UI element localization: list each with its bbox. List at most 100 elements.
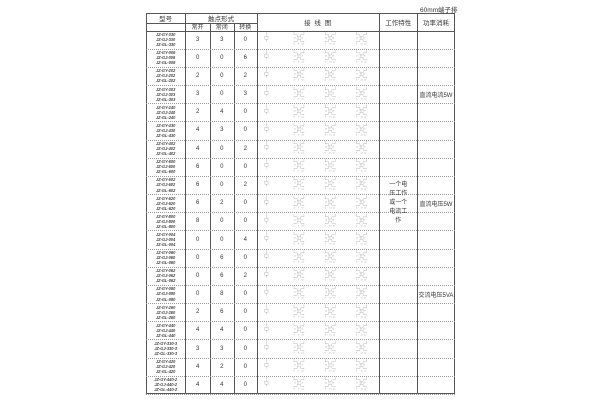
svg-text:10: 10 bbox=[301, 98, 304, 100]
svg-text:12: 12 bbox=[364, 80, 367, 82]
svg-text:16: 16 bbox=[332, 237, 335, 239]
svg-text:19: 19 bbox=[363, 383, 366, 385]
svg-text:11: 11 bbox=[333, 189, 336, 191]
svg-text:12: 12 bbox=[364, 207, 367, 209]
svg-text:5: 5 bbox=[325, 280, 327, 282]
svg-text:10: 10 bbox=[301, 262, 304, 264]
svg-text:9: 9 bbox=[298, 80, 300, 82]
svg-text:6: 6 bbox=[356, 116, 358, 118]
svg-text:4: 4 bbox=[293, 135, 295, 137]
svg-text:16: 16 bbox=[332, 92, 335, 94]
svg-text:11: 11 bbox=[333, 135, 336, 137]
svg-text:10: 10 bbox=[301, 389, 304, 391]
svg-text:13: 13 bbox=[300, 165, 303, 167]
svg-text:4: 4 bbox=[293, 62, 295, 64]
svg-text:19: 19 bbox=[363, 56, 366, 58]
svg-text:11: 11 bbox=[333, 353, 336, 355]
svg-text:6: 6 bbox=[356, 298, 358, 300]
svg-text:19: 19 bbox=[363, 292, 366, 294]
svg-text:10: 10 bbox=[301, 316, 304, 318]
svg-text:16: 16 bbox=[332, 365, 335, 367]
svg-text:12: 12 bbox=[364, 62, 367, 64]
svg-text:6: 6 bbox=[356, 353, 358, 355]
svg-text:9: 9 bbox=[298, 135, 300, 137]
svg-text:13: 13 bbox=[300, 219, 303, 221]
svg-text:16: 16 bbox=[332, 328, 335, 330]
svg-text:6: 6 bbox=[356, 371, 358, 373]
svg-text:5: 5 bbox=[325, 207, 327, 209]
svg-text:19: 19 bbox=[363, 219, 366, 221]
svg-text:13: 13 bbox=[300, 56, 303, 58]
svg-text:13: 13 bbox=[300, 255, 303, 257]
svg-text:12: 12 bbox=[364, 244, 367, 246]
svg-text:19: 19 bbox=[363, 74, 366, 76]
svg-text:11: 11 bbox=[333, 225, 336, 227]
svg-text:13: 13 bbox=[300, 183, 303, 185]
svg-text:16: 16 bbox=[332, 128, 335, 130]
svg-text:9: 9 bbox=[298, 389, 300, 391]
svg-text:5: 5 bbox=[325, 371, 327, 373]
svg-text:6: 6 bbox=[356, 389, 358, 391]
svg-text:12: 12 bbox=[364, 371, 367, 373]
svg-text:9: 9 bbox=[298, 62, 300, 64]
svg-text:9: 9 bbox=[298, 98, 300, 100]
svg-text:9: 9 bbox=[298, 171, 300, 173]
svg-text:9: 9 bbox=[298, 116, 300, 118]
svg-text:4: 4 bbox=[293, 316, 295, 318]
svg-text:5: 5 bbox=[325, 225, 327, 227]
svg-text:6: 6 bbox=[356, 316, 358, 318]
svg-text:12: 12 bbox=[364, 225, 367, 227]
svg-text:4: 4 bbox=[293, 44, 295, 46]
svg-text:10: 10 bbox=[301, 371, 304, 373]
svg-text:19: 19 bbox=[363, 128, 366, 130]
svg-text:10: 10 bbox=[301, 116, 304, 118]
svg-text:19: 19 bbox=[363, 183, 366, 185]
svg-text:13: 13 bbox=[300, 201, 303, 203]
svg-text:13: 13 bbox=[300, 74, 303, 76]
svg-text:4: 4 bbox=[293, 280, 295, 282]
svg-text:9: 9 bbox=[298, 189, 300, 191]
svg-text:12: 12 bbox=[364, 98, 367, 100]
svg-text:13: 13 bbox=[300, 110, 303, 112]
svg-text:13: 13 bbox=[300, 292, 303, 294]
svg-text:4: 4 bbox=[293, 207, 295, 209]
svg-text:16: 16 bbox=[332, 383, 335, 385]
svg-text:19: 19 bbox=[363, 146, 366, 148]
svg-text:5: 5 bbox=[325, 353, 327, 355]
svg-text:10: 10 bbox=[301, 225, 304, 227]
svg-text:19: 19 bbox=[363, 165, 366, 167]
svg-text:6: 6 bbox=[356, 171, 358, 173]
svg-text:10: 10 bbox=[301, 280, 304, 282]
svg-text:12: 12 bbox=[364, 44, 367, 46]
svg-text:9: 9 bbox=[298, 153, 300, 155]
svg-text:10: 10 bbox=[301, 135, 304, 137]
svg-text:16: 16 bbox=[332, 201, 335, 203]
svg-text:13: 13 bbox=[300, 237, 303, 239]
svg-text:10: 10 bbox=[301, 298, 304, 300]
svg-text:11: 11 bbox=[333, 98, 336, 100]
svg-text:9: 9 bbox=[298, 225, 300, 227]
svg-text:16: 16 bbox=[332, 255, 335, 257]
svg-text:4: 4 bbox=[293, 171, 295, 173]
svg-text:6: 6 bbox=[356, 98, 358, 100]
svg-text:6: 6 bbox=[356, 189, 358, 191]
svg-text:5: 5 bbox=[325, 335, 327, 337]
svg-text:4: 4 bbox=[293, 262, 295, 264]
svg-text:13: 13 bbox=[300, 37, 303, 39]
svg-text:9: 9 bbox=[298, 371, 300, 373]
svg-text:13: 13 bbox=[300, 146, 303, 148]
svg-text:12: 12 bbox=[364, 189, 367, 191]
svg-text:5: 5 bbox=[325, 116, 327, 118]
svg-text:5: 5 bbox=[325, 80, 327, 82]
svg-text:4: 4 bbox=[293, 80, 295, 82]
svg-text:16: 16 bbox=[332, 274, 335, 276]
svg-text:4: 4 bbox=[293, 298, 295, 300]
svg-text:6: 6 bbox=[356, 153, 358, 155]
svg-text:4: 4 bbox=[293, 353, 295, 355]
svg-text:4: 4 bbox=[293, 116, 295, 118]
svg-text:11: 11 bbox=[333, 80, 336, 82]
svg-text:19: 19 bbox=[363, 237, 366, 239]
svg-text:9: 9 bbox=[298, 353, 300, 355]
svg-text:10: 10 bbox=[301, 62, 304, 64]
svg-text:13: 13 bbox=[300, 383, 303, 385]
